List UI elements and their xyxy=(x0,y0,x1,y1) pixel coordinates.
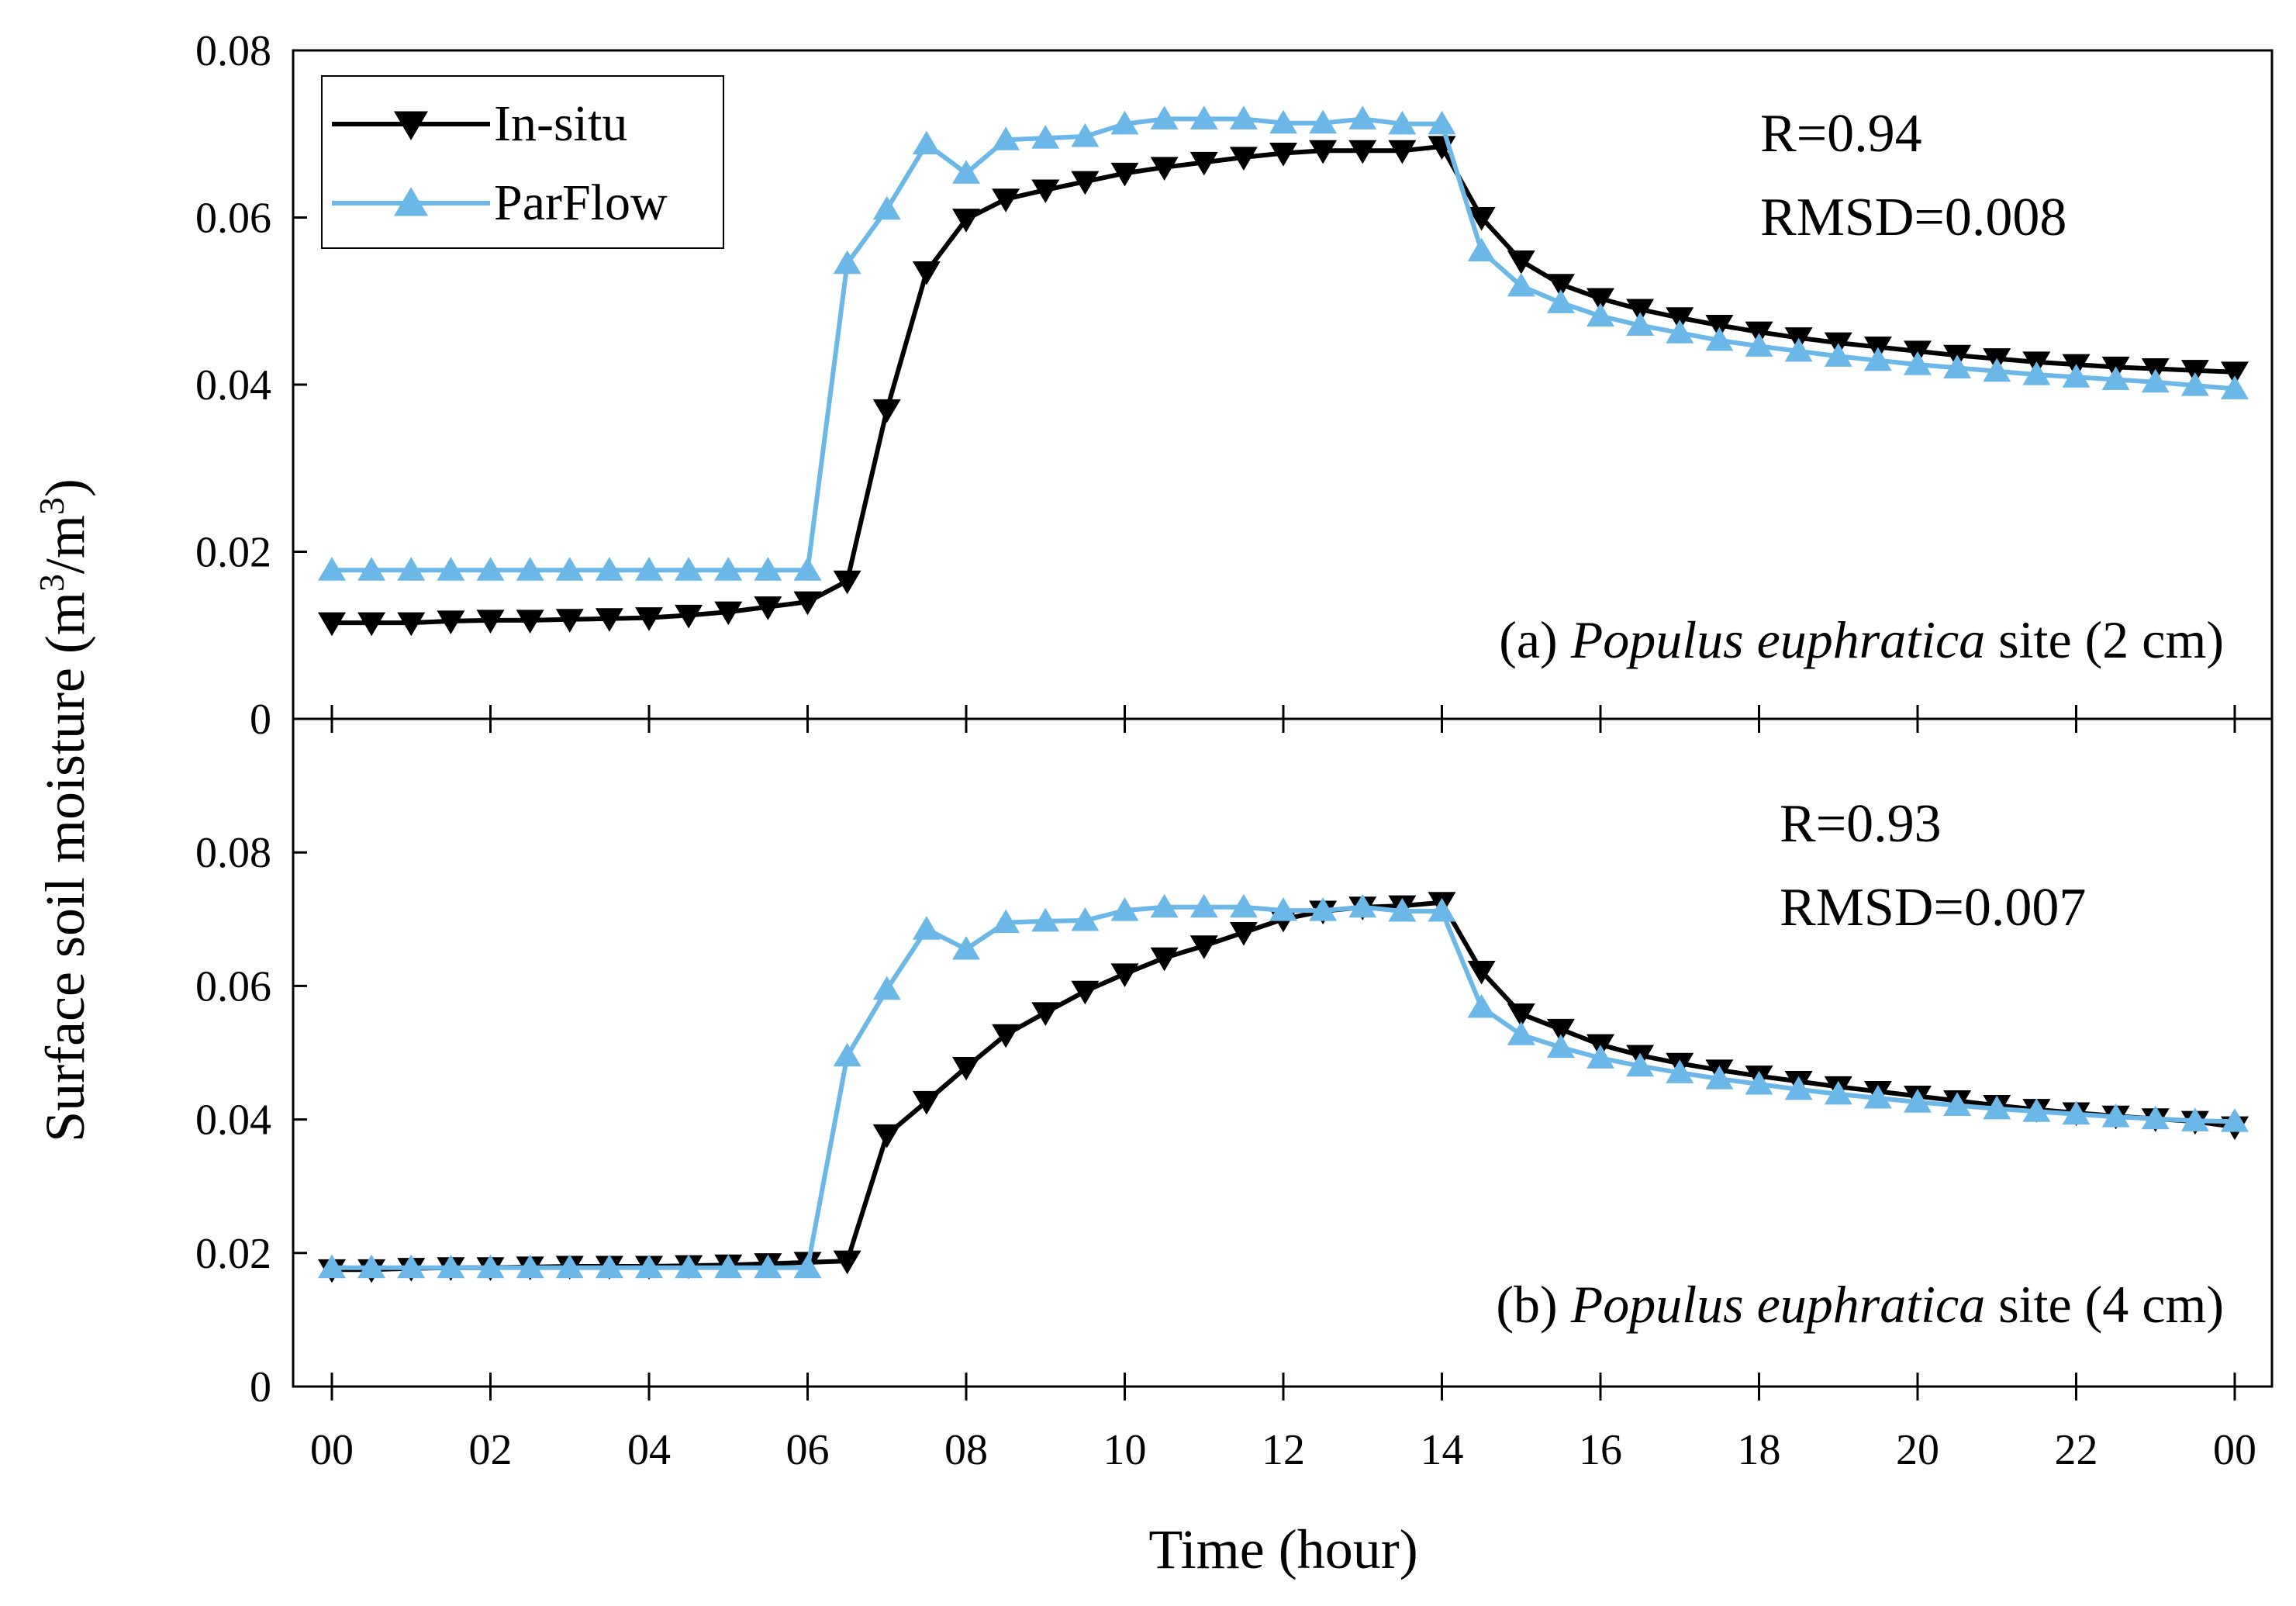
x-tick-label: 14 xyxy=(1421,1426,1464,1474)
x-tick-label: 08 xyxy=(944,1426,988,1474)
panel-a-rmsd-stat: RMSD=0.008 xyxy=(1760,188,2066,247)
panel-b-y-tick-label: 0.04 xyxy=(195,1097,271,1145)
panel-b-y-tick-label: 0.02 xyxy=(195,1230,271,1278)
panel-a-y-tick-label: 0 xyxy=(250,696,271,744)
x-tick-label: 18 xyxy=(1738,1426,1781,1474)
chart-root: Surface soil moisture (m3/m3) Time (hour… xyxy=(0,0,2296,1602)
x-tick-label: 22 xyxy=(2055,1426,2098,1474)
x-tick-label: 02 xyxy=(469,1426,513,1474)
panel-a-y-tick-label: 0.02 xyxy=(195,529,271,577)
x-tick-label: 00 xyxy=(310,1426,354,1474)
legend: In-situ ParFlow xyxy=(322,76,723,248)
x-tick-label: 00 xyxy=(2213,1426,2256,1474)
legend-label-parflow: ParFlow xyxy=(494,174,668,231)
panel-a-y-tick-label: 0.04 xyxy=(195,361,271,409)
panel-b-rmsd-stat: RMSD=0.007 xyxy=(1780,878,2086,938)
x-tick-label: 12 xyxy=(1262,1426,1305,1474)
panel-a-y-tick-label: 0.08 xyxy=(195,27,271,75)
panel-b-y-tick-label: 0 xyxy=(250,1363,271,1411)
x-tick-label: 20 xyxy=(1896,1426,1939,1474)
x-axis-title: Time (hour) xyxy=(1148,1518,1417,1580)
panel-a-title: (a) Populus euphratica site (2 cm) xyxy=(1499,610,2224,669)
legend-label-in-situ: In-situ xyxy=(494,95,627,152)
panel-a-r-stat: R=0.94 xyxy=(1760,104,1922,164)
x-tick-label: 10 xyxy=(1103,1426,1147,1474)
panel-b-y-tick-label: 0.06 xyxy=(195,962,271,1010)
chart: Surface soil moisture (m3/m3) Time (hour… xyxy=(0,0,2296,1602)
panel-b-title: (b) Populus euphratica site (4 cm) xyxy=(1496,1275,2224,1334)
panel-b-y-tick-label: 0.08 xyxy=(195,829,271,877)
x-tick-label: 16 xyxy=(1579,1426,1622,1474)
panel-b-r-stat: R=0.93 xyxy=(1780,794,1942,854)
panel-a-y-tick-label: 0.06 xyxy=(195,195,271,243)
x-tick-label: 06 xyxy=(786,1426,830,1474)
x-tick-label: 04 xyxy=(627,1426,671,1474)
